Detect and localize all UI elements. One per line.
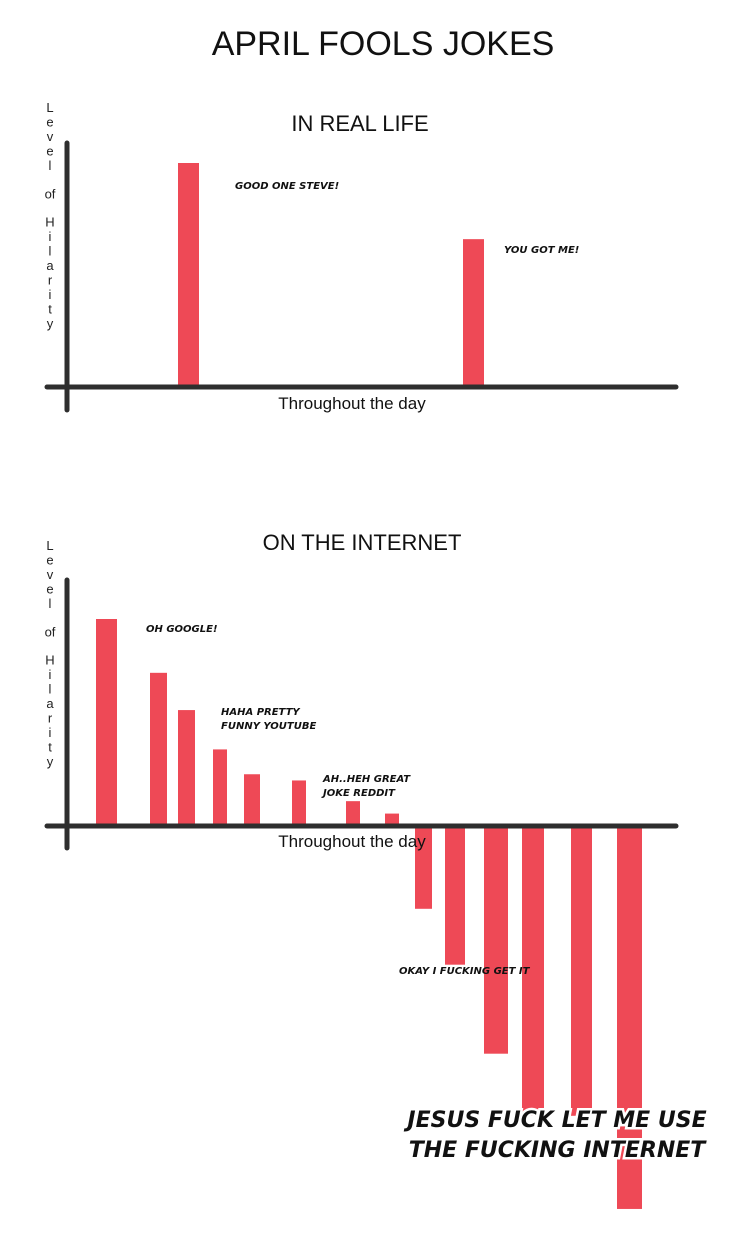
chart-internet-bars bbox=[96, 619, 642, 1209]
bar-3 bbox=[178, 710, 195, 826]
bar-1 bbox=[178, 163, 199, 387]
bar-7 bbox=[346, 801, 360, 826]
main-title: APRIL FOOLS JOKES bbox=[212, 25, 555, 63]
chart-real-life-xlabel: Throughout the day bbox=[278, 394, 426, 413]
annotation-good-one-steve: GOOD ONE STEVE! bbox=[235, 181, 339, 192]
annotation-haha-youtube: HAHA PRETTY FUNNY YOUTUBE bbox=[221, 707, 316, 732]
bar-1 bbox=[96, 619, 117, 826]
annotation-you-got-me: YOU GOT ME! bbox=[504, 245, 579, 256]
annotation-jesus-let-me-use-internet: JESUS FUCK LET ME USE THE FUCKING INTERNE… bbox=[403, 1108, 707, 1163]
bar-4 bbox=[213, 749, 227, 826]
bar-8 bbox=[385, 813, 399, 826]
annotation-okay-get-it: OKAY I FUCKING GET IT bbox=[399, 966, 531, 977]
bar-14 bbox=[617, 826, 642, 1209]
bar-9 bbox=[415, 826, 432, 909]
bar-10 bbox=[445, 826, 465, 965]
bar-2 bbox=[463, 239, 484, 387]
annotation-oh-google: OH GOOGLE! bbox=[146, 624, 218, 635]
chart-internet-xlabel: Throughout the day bbox=[278, 832, 426, 851]
chart-real-life-bars bbox=[178, 163, 484, 387]
bar-2 bbox=[150, 672, 167, 826]
bar-11 bbox=[484, 826, 508, 1054]
bar-5 bbox=[244, 774, 260, 826]
chart-real-life-title: IN REAL LIFE bbox=[291, 111, 428, 136]
bar-6 bbox=[292, 780, 306, 826]
bar-12 bbox=[522, 826, 544, 1116]
bar-13 bbox=[571, 826, 592, 1116]
annotation-great-joke-reddit: AH..HEH GREAT JOKE REDDIT bbox=[321, 774, 411, 799]
chart-internet-title: ON THE INTERNET bbox=[263, 530, 462, 555]
